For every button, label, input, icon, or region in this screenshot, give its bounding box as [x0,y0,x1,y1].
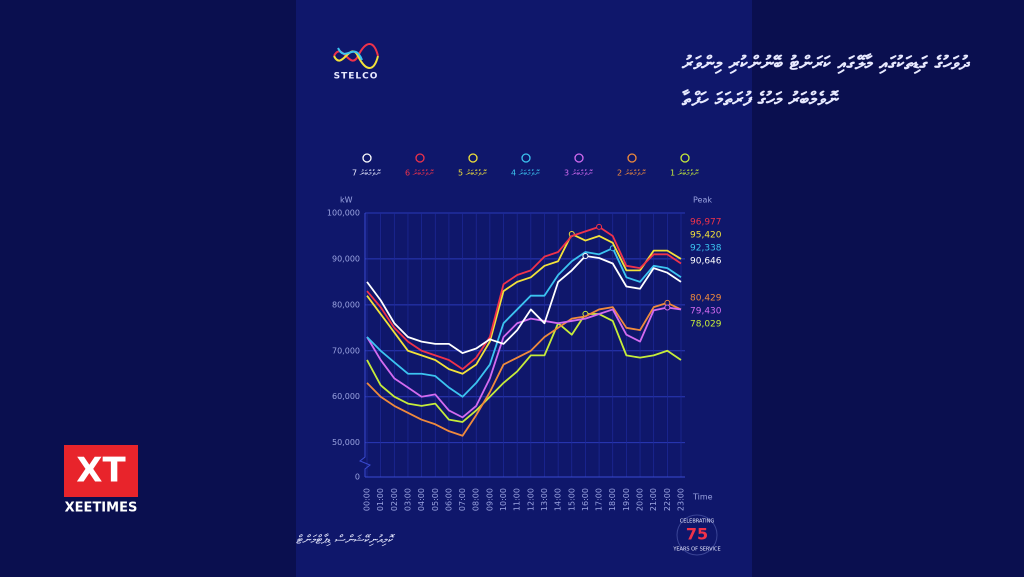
x-axis-label: Time [692,493,713,502]
legend-icon [468,153,478,163]
x-tick-label: 18:00 [608,488,617,511]
peak-header: Peak [693,196,712,205]
y-unit-label: kW [340,196,353,205]
peak-label: 95,420 [690,231,722,241]
series-line [366,255,682,354]
logo-mark [333,43,379,69]
y-tick-label: 70,000 [332,346,360,355]
y-tick-label: 60,000 [332,392,360,401]
peak-marker [664,304,671,311]
y-tick-label: 90,000 [332,254,360,263]
legend-label: 4 ނޮވެމްބަރު [511,169,541,178]
legend-label: 1 ނޮވެމްބަރު [670,169,700,178]
x-tick-label: 10:00 [499,488,508,511]
x-tick-label: 16:00 [581,488,590,511]
credit: ކޮމިއުނިކޭޝަންސް ޑިޕާޓްމަންޓް [296,533,396,547]
peak-label: 80,429 [690,294,722,304]
peak-label: 78,029 [690,320,722,330]
logo-text: STELCO [334,72,379,82]
legend-icon [415,153,425,163]
x-tick-label: 20:00 [636,488,645,511]
watermark-logo: XT [76,451,126,491]
legend-label: 3 ނޮވެމްބަރު [564,169,594,178]
x-tick-label: 04:00 [417,488,426,511]
peak-label: 79,430 [690,307,722,317]
peak-label: 90,646 [690,257,722,267]
badge-bottom: YEARS OF SERVICE [672,547,720,553]
watermark-name: XEETIMES [65,501,138,516]
peak-label: 92,338 [690,244,722,254]
x-tick-label: 08:00 [472,488,481,511]
badge-number: 75 [686,525,708,544]
series-line [366,301,682,437]
legend-icon [680,153,690,163]
title: ދުވަހުގެ ގަޑިތަކުގައި މާލޭގައި ކަރަންޓު … [681,53,971,75]
y-tick-label: 100,000 [327,209,360,218]
legend-label: 7 ނޮވެމްބަރު [352,169,382,178]
x-tick-label: 23:00 [677,488,686,511]
x-tick-label: 07:00 [458,488,467,511]
legend-icon [627,153,637,163]
y-tick-label: 50,000 [332,438,360,447]
legend-label: 2 ނޮވެމްބަރު [617,169,647,178]
legend-icon [362,153,372,163]
legend-icon [521,153,531,163]
peak-label: 96,977 [690,218,722,228]
x-tick-label: 22:00 [663,488,672,511]
series-line [366,225,682,371]
y-tick-label: 0 [355,473,360,482]
x-tick-label: 13:00 [540,488,549,511]
x-tick-label: 14:00 [554,488,563,511]
subtitle: ނޮވެމްބަރު މަހުގެ ފުރަތަމަ ހަފްތާ [681,89,840,111]
x-tick-label: 09:00 [485,488,494,511]
x-tick-label: 12:00 [526,488,535,511]
x-tick-label: 03:00 [403,488,412,511]
badge-top: CELEBRATING [680,519,715,525]
series-line [366,247,682,398]
peak-marker [582,252,589,259]
legend-label: 5 ނޮވެމްބަރު [458,169,488,178]
series-line [366,233,682,375]
x-tick-label: 21:00 [649,488,658,511]
x-tick-label: 17:00 [595,488,604,511]
x-tick-label: 00:00 [363,488,372,511]
watermark: XT XEETIMES [64,445,138,516]
y-axis [359,213,371,477]
x-tick-label: 19:00 [622,488,631,511]
x-tick-label: 05:00 [431,488,440,511]
x-tick-label: 11:00 [513,488,522,511]
legend-icon [574,153,584,163]
series-line [366,313,682,423]
x-tick-label: 01:00 [376,488,385,511]
legend-label: 6 ނޮވެމްބަރު [405,169,435,178]
badge: CELEBRATING 75 YEARS OF SERVICE [672,514,721,556]
y-tick-label: 80,000 [332,300,360,309]
peak-marker [596,223,603,230]
x-tick-label: 15:00 [567,488,576,511]
x-tick-label: 02:00 [390,488,399,511]
x-tick-label: 06:00 [444,488,453,511]
